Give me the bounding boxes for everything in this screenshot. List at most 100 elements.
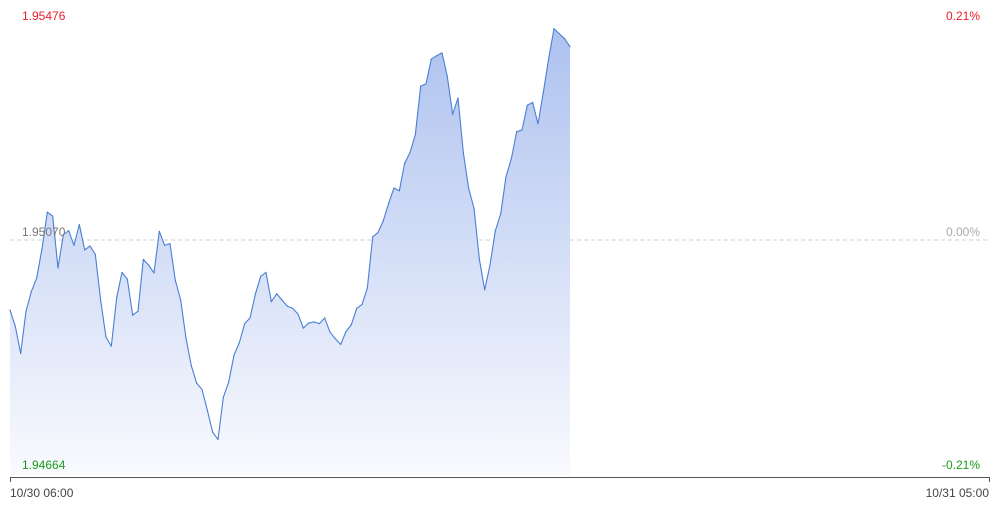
price-point (324, 317, 326, 319)
price-point (308, 322, 310, 324)
pct-max-label: 0.21% (945, 9, 980, 23)
price-point (350, 324, 352, 326)
price-point (121, 271, 123, 273)
price-point (393, 187, 395, 189)
price-point (94, 253, 96, 255)
price-point (510, 158, 512, 160)
price-point (388, 202, 390, 204)
price-point (425, 83, 427, 85)
price-point (478, 258, 480, 260)
price-point (516, 131, 518, 133)
price-point (137, 310, 139, 312)
price-point (260, 275, 262, 277)
price-point (158, 230, 160, 232)
price-point (532, 101, 534, 104)
price-point (276, 293, 278, 295)
price-line (9, 28, 571, 441)
price-point (62, 234, 64, 236)
price-point (228, 381, 230, 383)
price-point (361, 303, 363, 306)
price-point (553, 28, 555, 30)
price-point (441, 52, 443, 54)
price-point (420, 85, 422, 87)
price-point (238, 342, 240, 344)
price-point (537, 123, 539, 125)
price-point (174, 279, 176, 281)
price-point (505, 176, 507, 178)
price-point (345, 330, 347, 333)
price-point (244, 323, 246, 325)
pct-ref-label: 0.00% (945, 225, 980, 239)
price-point (9, 309, 11, 311)
price-point (105, 336, 107, 338)
price-point (526, 104, 528, 106)
price-point (430, 58, 432, 60)
price-point (292, 307, 294, 310)
price-point (30, 290, 32, 293)
pct-min-label: -0.21% (941, 458, 980, 472)
price-point (564, 38, 566, 40)
price-point (558, 33, 560, 35)
price-point (89, 245, 91, 247)
price-point (457, 97, 459, 99)
price-point (41, 248, 43, 250)
price-point (548, 57, 550, 60)
price-point (52, 215, 54, 217)
price-point (78, 223, 80, 226)
price-point (116, 297, 118, 299)
price-point (84, 249, 86, 251)
price-point (329, 331, 331, 333)
price-point (126, 278, 128, 280)
price-point (20, 352, 22, 355)
price-point (14, 325, 16, 328)
price-point (73, 244, 75, 246)
price-point (409, 151, 411, 154)
price-point (500, 213, 502, 215)
price-point (148, 264, 150, 266)
price-point (233, 354, 235, 356)
price-point (462, 151, 464, 154)
price-point (286, 305, 288, 307)
price-point (313, 321, 315, 323)
x-end-label: 10/31 05:00 (925, 486, 989, 500)
price-point (254, 293, 256, 295)
price-point (57, 267, 59, 269)
price-point (366, 287, 368, 289)
price-point (468, 187, 470, 190)
price-point (372, 236, 374, 238)
price-point (382, 220, 384, 222)
price-point (222, 396, 224, 398)
price-point (110, 345, 112, 347)
price-point (446, 75, 448, 78)
price-point (142, 258, 144, 261)
price-point (25, 310, 27, 312)
price-point (494, 230, 496, 232)
y-max-label: 1.95476 (22, 9, 66, 23)
price-point (281, 299, 283, 301)
price-point (212, 431, 214, 433)
price-point (318, 323, 320, 325)
price-point (201, 388, 203, 391)
price-point (206, 409, 208, 411)
price-point (164, 244, 166, 246)
price-point (334, 338, 336, 340)
price-point (270, 301, 272, 303)
price-point (297, 313, 299, 315)
price-point (190, 365, 192, 367)
price-point (100, 299, 102, 302)
price-point (153, 272, 155, 274)
price-point (46, 211, 48, 213)
price-point (302, 327, 304, 329)
y-min-label: 1.94664 (22, 458, 66, 472)
y-ref-label: 1.95070 (22, 225, 66, 239)
price-point (521, 129, 523, 131)
price-point (398, 190, 400, 192)
price-point (489, 264, 491, 266)
price-point (249, 317, 251, 319)
x-start-label: 10/30 06:00 (10, 486, 74, 500)
price-point (180, 299, 182, 301)
price-point (340, 343, 342, 346)
price-point (68, 230, 70, 232)
price-point (265, 271, 267, 273)
